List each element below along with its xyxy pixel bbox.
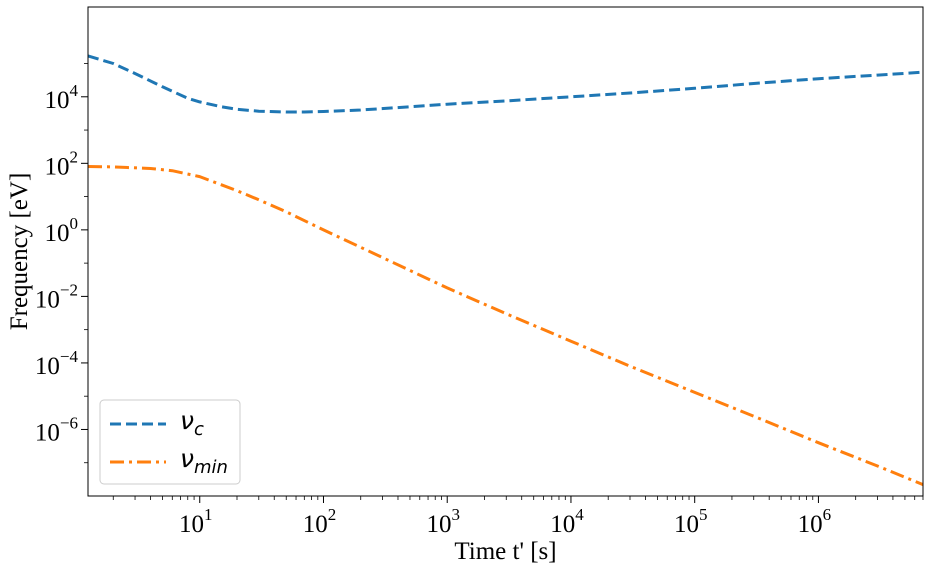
tick-base: 10 — [179, 511, 204, 538]
y-tick-label: 10−4 — [35, 347, 79, 380]
series-lines — [87, 54, 924, 486]
x-tick-label: 105 — [674, 505, 708, 538]
legend-label-nu-c: νc — [180, 406, 204, 440]
x-tick-label: 106 — [798, 505, 832, 538]
x-axis-label: Time t' [s] — [454, 538, 556, 565]
tick-base: 10 — [35, 353, 60, 380]
series-line-nu-min — [87, 165, 924, 486]
tick-exponent: 1 — [204, 505, 213, 524]
y-tick-label: 10−2 — [35, 280, 78, 313]
tick-base: 10 — [35, 419, 60, 446]
legend-symbol: ν — [180, 444, 194, 473]
series-line-nu-c — [87, 54, 924, 114]
tick-base: 10 — [45, 153, 70, 180]
tick-base: 10 — [35, 286, 60, 313]
y-axis-label: Frequency [eV] — [6, 173, 33, 331]
x-tick-label: 104 — [550, 505, 584, 538]
x-tick-label: 102 — [303, 505, 337, 538]
tick-exponent: 0 — [70, 214, 79, 233]
tick-exponent: 6 — [823, 505, 832, 524]
y-tick-label: 104 — [45, 81, 79, 114]
y-tick-label: 10−6 — [35, 413, 78, 446]
y-tick-label: 102 — [45, 147, 79, 180]
tick-exponent: −2 — [60, 280, 78, 299]
legend-subscript: c — [194, 419, 204, 440]
tick-exponent: 5 — [699, 505, 708, 524]
tick-base: 10 — [798, 511, 823, 538]
tick-base: 10 — [45, 220, 70, 247]
x-tick-label: 101 — [179, 505, 213, 538]
y-tick-label: 100 — [45, 214, 79, 247]
tick-exponent: −4 — [60, 347, 79, 366]
tick-base: 10 — [426, 511, 451, 538]
tick-exponent: 2 — [328, 505, 337, 524]
x-tick-label: 103 — [426, 505, 460, 538]
legend-label-nu-min: νmin — [180, 444, 228, 478]
tick-exponent: 3 — [451, 505, 460, 524]
tick-base: 10 — [45, 87, 70, 114]
tick-exponent: 4 — [70, 81, 79, 100]
tick-exponent: −6 — [60, 413, 78, 432]
tick-exponent: 4 — [575, 505, 584, 524]
legend: νc νmin — [99, 399, 241, 485]
tick-base: 10 — [674, 511, 699, 538]
tick-base: 10 — [303, 511, 328, 538]
axes-frame — [87, 6, 924, 497]
tick-base: 10 — [550, 511, 575, 538]
legend-symbol: ν — [180, 406, 194, 435]
legend-subscript: min — [194, 457, 228, 478]
tick-exponent: 2 — [70, 147, 79, 166]
legend-box — [99, 399, 241, 485]
